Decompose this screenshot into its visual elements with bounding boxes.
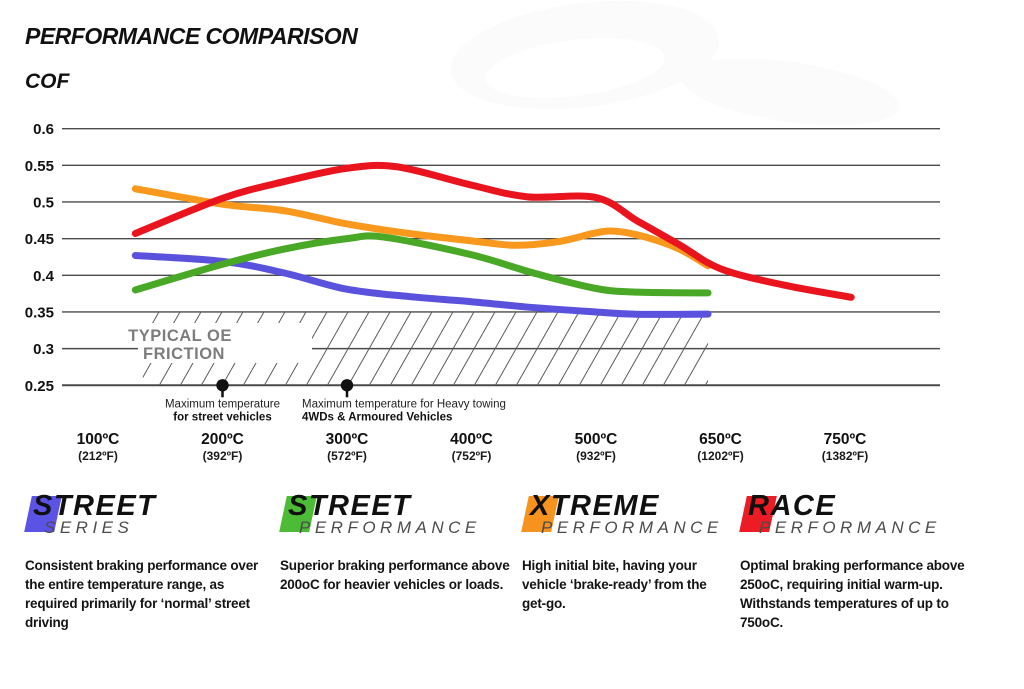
street-series-description: Consistent braking performance over the … [25,558,259,630]
series-xtreme-performance [131,185,712,270]
watermark [450,0,900,126]
cof-line-chart: 0.6 0.55 0.5 0.45 0.4 0.35 0.3 0.25 TYPICAL OEFR… [24,0,940,463]
annotation-line2: for street vehicles [173,411,271,423]
series-street-series [131,252,712,318]
annotation-line1: Maximum temperature for Heavy towing [302,398,506,410]
x-tick-celsius: 100ºC [77,431,120,448]
annotation-dot [340,379,354,392]
x-tick-fahrenheit: (1202ºF) [697,449,743,463]
x-tick-celsius: 500ºC [575,431,618,448]
y-tick-label: 0.55 [25,158,54,175]
street-performance-word2: PERFORMANCE [299,518,481,537]
race-performance-word2: PERFORMANCE [759,518,941,537]
y-tick-label: 0.45 [25,231,54,248]
x-tick-fahrenheit: (932ºF) [576,449,616,463]
page-title: PERFORMANCE COMPARISON [25,23,358,49]
legend-race-performance: RACE PERFORMANCE Optimal braking perform… [739,490,985,632]
series-race-performance [131,161,855,301]
curve-xtreme-performance [131,185,712,270]
curve-street-series [131,252,712,318]
xtreme-performance-word1: XTREME [530,490,660,522]
curve-street-performance [131,232,712,297]
oe-label-line1: TYPICAL OE [128,327,232,345]
y-axis-labels: 0.6 0.55 0.5 0.45 0.4 0.35 0.3 0.25 [25,121,55,395]
y-tick-label: 0.25 [25,378,54,395]
street-series-word2: SERIES [44,518,134,537]
street-series-word1: STREET [33,490,157,522]
annotation-2: Maximum temperature for Heavy towing4WDs… [302,379,506,423]
x-tick-fahrenheit: (572ºF) [327,449,367,463]
xtreme-performance-description: High initial bite, having your vehicle ‘… [522,558,707,611]
street-series-logo: STREET SERIES [24,490,270,544]
legend-street-series: STREET SERIES Consistent braking perform… [24,490,270,632]
x-tick-fahrenheit: (752ºF) [452,449,492,463]
x-tick-fahrenheit: (212ºF) [78,449,118,463]
y-tick-label: 0.4 [33,268,55,285]
y-tick-label: 0.3 [33,341,54,358]
annotation-line1: Maximum temperature [165,398,280,410]
xtreme-performance-word2: PERFORMANCE [541,518,723,537]
street-performance-word1: STREET [288,490,412,522]
legend-xtreme-performance: XTREME PERFORMANCE High initial bite, ha… [521,490,727,613]
x-tick-celsius: 650ºC [699,431,742,448]
street-performance-description: Superior braking performance above 200oC… [280,558,510,592]
x-tick-fahrenheit: (392ºF) [203,449,243,463]
x-axis-labels: 100ºC(212ºF) 200ºC(392ºF) 300ºC(572ºF) 400º… [77,431,869,463]
y-tick-label: 0.6 [33,121,54,138]
annotation-line2: 4WDs & Armoured Vehicles [302,411,452,423]
x-tick-fahrenheit: (1382ºF) [822,449,868,463]
x-tick-celsius: 750ºC [824,431,867,448]
x-tick-celsius: 400ºC [450,431,493,448]
oe-label-line2: FRICTION [143,345,225,363]
x-tick-celsius: 300ºC [326,431,369,448]
xtreme-performance-logo: XTREME PERFORMANCE [521,490,727,544]
series-street-performance [131,232,712,297]
y-tick-label: 0.35 [25,304,54,321]
race-performance-word1: RACE [748,490,837,522]
race-performance-description: Optimal braking performance above 250oC,… [740,558,965,630]
legend-street-performance: STREET PERFORMANCE Superior braking perf… [279,490,515,594]
y-tick-label: 0.5 [33,194,54,211]
oe-label-backing [138,323,312,363]
annotation-dot [216,379,229,392]
street-performance-logo: STREET PERFORMANCE [279,490,515,544]
x-tick-celsius: 200ºC [201,431,244,448]
y-axis-title: COF [25,70,70,93]
race-performance-logo: RACE PERFORMANCE [739,490,985,544]
curve-race-performance [131,161,855,301]
